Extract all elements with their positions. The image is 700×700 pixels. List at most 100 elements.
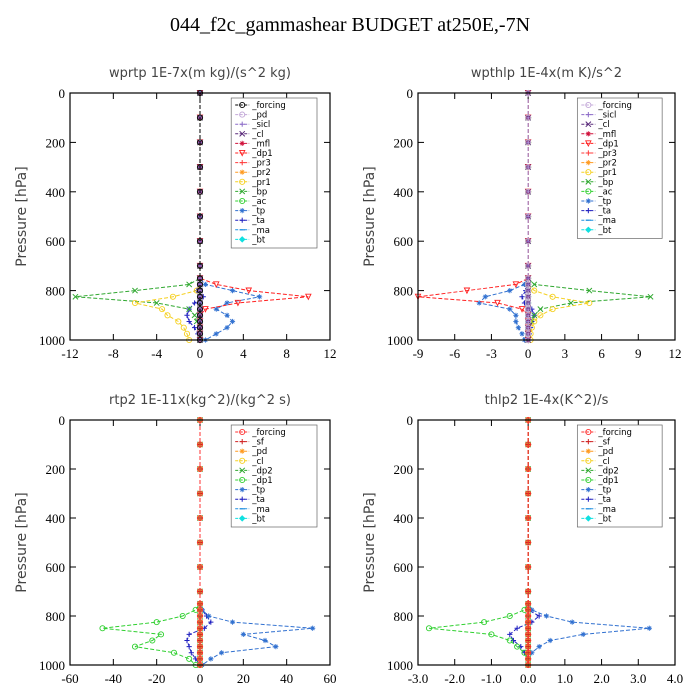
legend-item: _pr3 xyxy=(581,149,617,159)
data-point xyxy=(175,318,182,325)
data-point xyxy=(224,312,230,318)
data-point xyxy=(213,331,219,337)
y-tick-label: 200 xyxy=(394,135,414,150)
data-point xyxy=(196,606,204,613)
series-forcing xyxy=(525,416,532,669)
legend-label: _ta xyxy=(251,495,265,505)
x-tick-label: -4 xyxy=(151,346,162,361)
y-tick-label: 0 xyxy=(59,413,66,428)
data-point xyxy=(186,306,193,313)
data-point xyxy=(525,324,532,331)
data-point xyxy=(481,619,488,626)
data-point xyxy=(525,139,532,146)
data-point xyxy=(183,330,191,337)
legend-label: _cl xyxy=(251,457,263,467)
x-tick-label: 20 xyxy=(237,671,250,686)
data-point xyxy=(513,318,519,325)
legend-label: _ma xyxy=(597,505,616,515)
legend-box xyxy=(230,424,318,528)
x-tick-label: -12 xyxy=(61,346,78,361)
legend-item: _cl xyxy=(581,457,610,467)
data-point xyxy=(569,619,575,625)
legend-item: _sf xyxy=(581,438,611,448)
legend-marker xyxy=(585,515,592,522)
plot-frame xyxy=(69,419,331,666)
data-point xyxy=(519,294,525,300)
legend-item: _pr1 xyxy=(235,178,271,188)
data-point xyxy=(191,325,198,331)
legend-label: _ma xyxy=(597,216,616,226)
data-point xyxy=(196,625,204,632)
legend-item: _dp1 xyxy=(581,476,619,486)
data-point xyxy=(525,312,532,319)
data-point xyxy=(525,539,532,546)
legend-item: _ac xyxy=(581,187,613,197)
series-line xyxy=(417,93,529,340)
panel-title: wprtp 1E-7x(m kg)/(s^2 kg) xyxy=(109,66,291,81)
data-point xyxy=(149,637,156,644)
data-point xyxy=(186,631,192,637)
x-tick-label: 1.0 xyxy=(557,671,573,686)
legend-label: _tp xyxy=(597,197,611,207)
legend-box xyxy=(576,424,663,528)
data-point xyxy=(224,300,230,306)
legend-marker xyxy=(239,467,246,474)
data-point xyxy=(525,287,532,294)
data-point xyxy=(506,637,513,644)
legend-marker xyxy=(239,448,245,454)
x-tick-label: 3 xyxy=(562,346,569,361)
data-point xyxy=(196,539,204,546)
legend-label: _bp xyxy=(597,178,613,188)
legend-marker xyxy=(585,121,592,128)
data-point xyxy=(513,312,519,318)
legend-item: _bt xyxy=(581,514,612,524)
chart-panel-1: wprtp 1E-7x(m kg)/(s^2 kg) Pressure [hPa]… xyxy=(14,66,337,361)
legend-label: _pr1 xyxy=(251,178,271,188)
chart-panel-4: thlp2 1E-4x(K^2)/s Pressure [hPa] -3.0 -2.0… xyxy=(362,393,683,686)
legend-label: _bt xyxy=(251,235,266,245)
data-point xyxy=(518,644,524,650)
legend-item: _ta xyxy=(581,207,611,217)
plot-frame xyxy=(417,92,676,341)
data-point xyxy=(191,300,198,306)
legend-marker xyxy=(585,439,591,445)
data-point xyxy=(196,293,204,300)
legend-marker xyxy=(585,208,591,214)
data-point xyxy=(186,318,192,325)
y-tick-label: 400 xyxy=(46,185,66,200)
x-tick-label: -3 xyxy=(486,346,497,361)
legend-item: _pr3 xyxy=(235,159,271,169)
legend-label: _mfl xyxy=(597,130,616,140)
data-point xyxy=(586,287,593,294)
data-point xyxy=(196,588,204,595)
data-point xyxy=(206,613,212,619)
panel-title: thlp2 1E-4x(K^2)/s xyxy=(485,393,609,408)
legend-box xyxy=(576,97,663,239)
data-point xyxy=(153,299,160,306)
legend: _forcing_sf_pd_cl_dp2_dp1_tp_ta_ma_bt xyxy=(576,424,663,528)
data-point xyxy=(525,164,532,171)
legend-label: _pd xyxy=(597,447,613,457)
data-point xyxy=(196,238,204,245)
data-point xyxy=(507,288,513,294)
data-point xyxy=(196,631,204,638)
data-point xyxy=(494,299,501,307)
data-point xyxy=(164,312,171,319)
data-point xyxy=(240,631,246,637)
legend-item: _mfl xyxy=(235,139,270,149)
data-point xyxy=(157,631,165,638)
legend-label: _ta xyxy=(597,207,611,217)
data-point xyxy=(131,643,139,650)
legend-item: _bt xyxy=(235,514,266,524)
legend-marker xyxy=(585,496,591,502)
legend-marker xyxy=(585,150,591,156)
data-point xyxy=(169,293,176,300)
y-tick-label: 0 xyxy=(407,413,414,428)
data-point xyxy=(99,625,106,632)
y-tick-label: 600 xyxy=(46,234,66,249)
data-point xyxy=(525,619,532,626)
legend: _forcing_sf_pd_cl_dp2_dp1_tp_ta_ma_bt xyxy=(230,424,318,528)
data-point xyxy=(580,631,586,637)
legend-marker xyxy=(585,428,592,436)
legend: _forcing_pd_sicl_cl_mfl_dp1_pr3_pr2_pr1_… xyxy=(230,97,318,249)
